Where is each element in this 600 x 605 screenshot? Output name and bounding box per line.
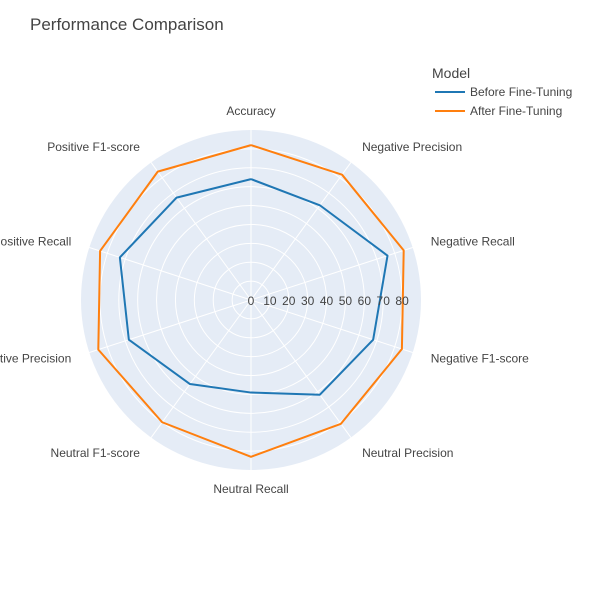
chart-title: Performance Comparison [30, 15, 224, 34]
angular-gridline [250, 162, 352, 301]
angular-gridline [250, 299, 413, 354]
angular-label: Neutral F1-score [51, 446, 141, 460]
angular-gridline [250, 299, 352, 438]
legend: Model Before Fine-Tuning After Fine-Tunin… [432, 65, 572, 118]
legend-label: After Fine-Tuning [470, 104, 562, 118]
radial-tick-label: 80 [395, 294, 409, 308]
radial-tick-label: 10 [263, 294, 277, 308]
angular-label: Positive Recall [0, 235, 71, 249]
angular-label: Negative F1-score [431, 351, 529, 365]
radial-tick-label: 0 [248, 294, 255, 308]
radial-tick-label: 40 [320, 294, 334, 308]
series-layer [97, 144, 405, 458]
angular-label: Neutral Precision [362, 446, 453, 460]
angular-label: Positive F1-score [47, 140, 140, 154]
angular-gridline [250, 246, 413, 301]
radial-tick-label: 60 [358, 294, 372, 308]
angular-gridline [150, 299, 252, 438]
radial-tick-label: 20 [282, 294, 296, 308]
angular-gridline [150, 162, 252, 301]
radial-tick-label: 70 [377, 294, 391, 308]
angular-gridline [89, 299, 252, 354]
angular-label: Neutral Recall [213, 482, 288, 496]
radial-ticks: 0 10 20 30 40 50 60 70 80 [248, 294, 409, 308]
angular-label: Accuracy [226, 104, 275, 118]
legend-item-2[interactable]: After Fine-Tuning [435, 104, 562, 118]
angular-label: Positive Precision [0, 351, 71, 365]
angular-label: Negative Recall [431, 235, 515, 249]
angular-labels: Accuracy Negative Precision Negative Recal… [0, 104, 529, 496]
legend-title: Model [432, 65, 470, 81]
radial-tick-label: 30 [301, 294, 315, 308]
series-line-2 [97, 144, 405, 458]
angular-gridline [89, 246, 252, 301]
legend-item-1[interactable]: Before Fine-Tuning [435, 85, 572, 99]
angular-label: Negative Precision [362, 140, 462, 154]
radial-tick-label: 50 [339, 294, 353, 308]
legend-label: Before Fine-Tuning [470, 85, 572, 99]
series-line-1 [118, 178, 389, 396]
